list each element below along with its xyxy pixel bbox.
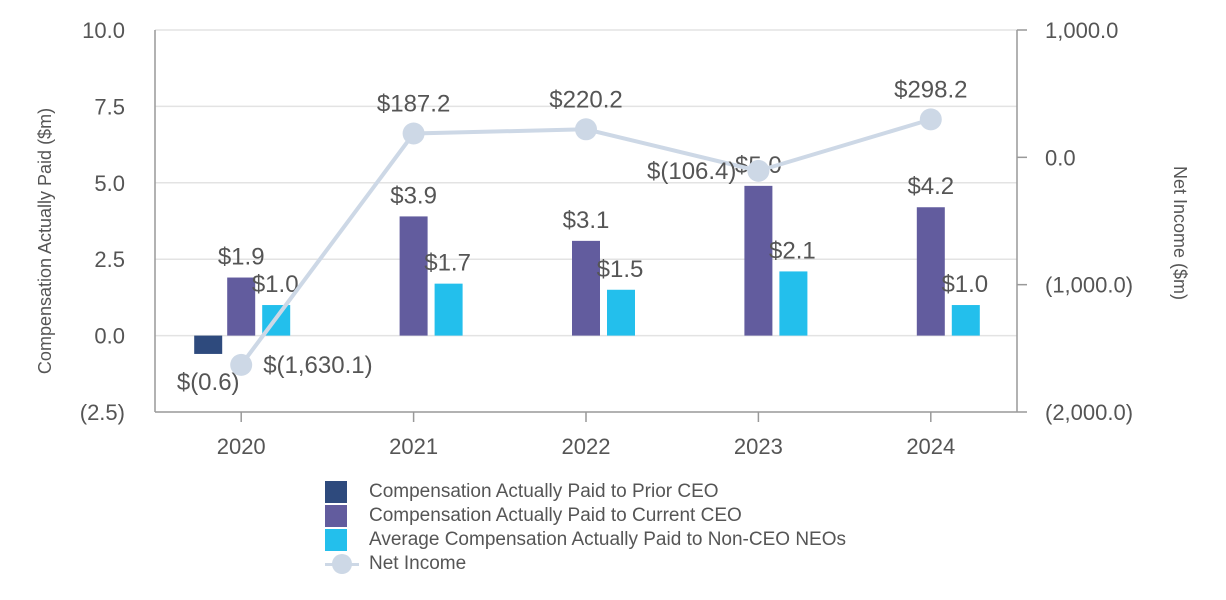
y2-axis-title: Net Income ($m) bbox=[1170, 166, 1190, 300]
legend-swatch-current-ceo bbox=[325, 505, 347, 527]
y-tick-label: 7.5 bbox=[94, 94, 125, 119]
data-label-net-income: $220.2 bbox=[549, 86, 622, 113]
net-income-point bbox=[919, 108, 942, 131]
x-tick-label: 2024 bbox=[906, 434, 955, 459]
net-income-point bbox=[575, 118, 597, 141]
y-tick-label: (2.5) bbox=[80, 400, 125, 425]
y-tick-label: 5.0 bbox=[94, 171, 125, 196]
combo-chart: 10.0 7.5 5.0 2.5 0.0 (2.5) 1,000.0 0.0 (1,000.0)… bbox=[35, 18, 1190, 459]
data-label-current-ceo: $1.9 bbox=[218, 244, 265, 271]
legend-swatch-prior-ceo bbox=[325, 481, 347, 503]
y2-tick-label: 1,000.0 bbox=[1045, 18, 1118, 43]
net-income-point bbox=[402, 122, 425, 145]
bar-current-ceo bbox=[916, 207, 945, 336]
legend-label-current-ceo: Compensation Actually Paid to Current CE… bbox=[369, 505, 742, 526]
legend-item-non-ceo-neos: Average Compensation Actually Paid to No… bbox=[325, 528, 846, 552]
net-income-point bbox=[747, 159, 770, 182]
data-label-net-income: $(106.4) bbox=[647, 158, 736, 185]
data-label-non-ceo-neos: $1.0 bbox=[252, 271, 299, 298]
data-label-current-ceo: $3.9 bbox=[390, 182, 437, 209]
data-label-prior-ceo: $(0.6) bbox=[177, 369, 240, 396]
data-label-net-income: $298.2 bbox=[894, 76, 967, 103]
data-label-non-ceo-neos: $1.0 bbox=[941, 271, 988, 298]
data-label-non-ceo-neos: $2.1 bbox=[769, 237, 816, 264]
bar-current-ceo bbox=[572, 240, 600, 336]
legend-label-non-ceo-neos: Average Compensation Actually Paid to No… bbox=[369, 529, 846, 550]
bar-non-ceo-neos bbox=[779, 271, 808, 336]
data-label-current-ceo: $4.2 bbox=[907, 173, 954, 200]
legend-label-prior-ceo: Compensation Actually Paid to Prior CEO bbox=[369, 481, 719, 502]
legend-item-current-ceo: Compensation Actually Paid to Current CE… bbox=[325, 504, 846, 528]
legend-swatch-non-ceo-neos bbox=[325, 529, 347, 551]
y-tick-label: 10.0 bbox=[82, 18, 125, 43]
y-axis-title: Compensation Actually Paid ($m) bbox=[35, 108, 55, 374]
legend-item-prior-ceo: Compensation Actually Paid to Prior CEO bbox=[325, 480, 846, 504]
x-tick-label: 2023 bbox=[734, 434, 783, 459]
legend: Compensation Actually Paid to Prior CEO … bbox=[325, 480, 846, 576]
data-label-non-ceo-neos: $1.5 bbox=[597, 256, 644, 283]
legend-swatch-net-income bbox=[325, 553, 359, 575]
legend-label-net-income: Net Income bbox=[369, 553, 467, 574]
data-label-net-income: $(1,630.1) bbox=[263, 352, 372, 379]
net-income-point bbox=[230, 353, 253, 376]
x-tick-label: 2022 bbox=[562, 434, 611, 459]
y2-tick-label: (2,000.0) bbox=[1045, 400, 1133, 425]
x-tick-label: 2020 bbox=[217, 434, 266, 459]
data-label-net-income: $187.2 bbox=[377, 90, 450, 117]
y-tick-label: 2.5 bbox=[94, 247, 125, 272]
y2-tick-label: (1,000.0) bbox=[1045, 273, 1133, 298]
bar-current-ceo bbox=[744, 185, 773, 336]
y-tick-label: 0.0 bbox=[94, 324, 125, 349]
bar-prior-ceo bbox=[194, 335, 223, 354]
bar-non-ceo-neos bbox=[951, 305, 980, 336]
legend-item-net-income: Net Income bbox=[325, 552, 846, 576]
bar-current-ceo bbox=[399, 216, 428, 336]
bar-current-ceo bbox=[227, 277, 256, 336]
x-tick-label: 2021 bbox=[389, 434, 438, 459]
data-label-non-ceo-neos: $1.7 bbox=[424, 250, 471, 277]
data-label-current-ceo: $3.1 bbox=[563, 207, 610, 234]
bar-non-ceo-neos bbox=[434, 283, 463, 336]
bar-non-ceo-neos bbox=[607, 289, 635, 336]
y2-tick-label: 0.0 bbox=[1045, 145, 1076, 170]
